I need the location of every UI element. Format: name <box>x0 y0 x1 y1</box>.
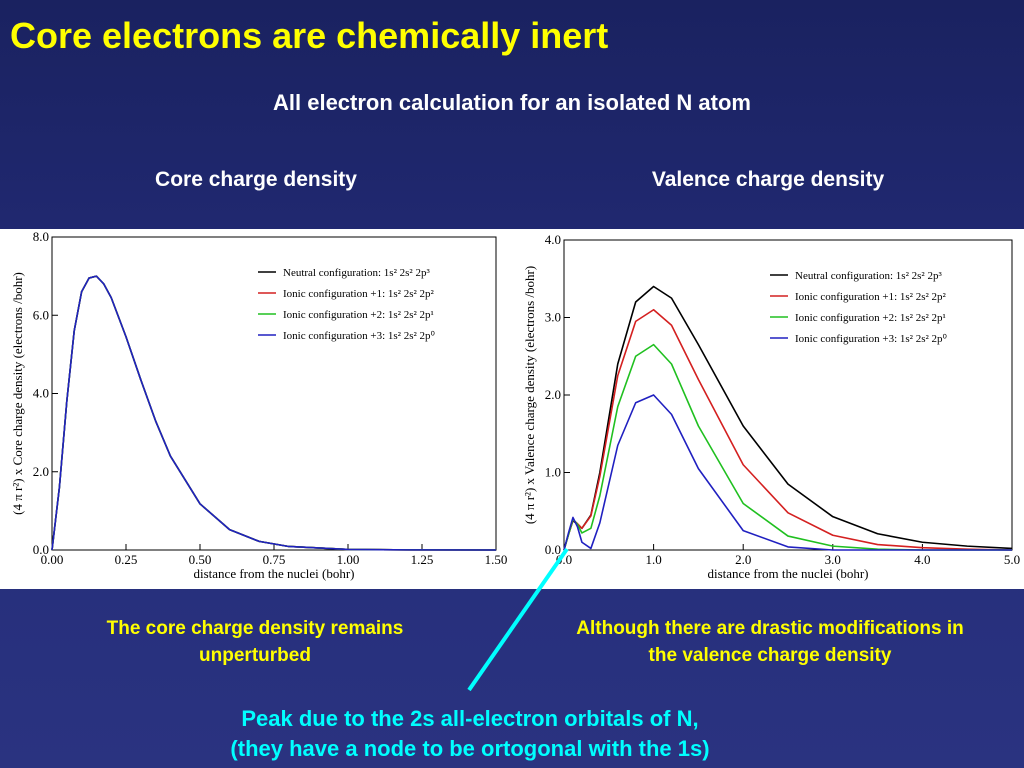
legend-entry: Ionic configuration +1: 1s² 2s² 2p² <box>795 291 947 303</box>
legend-entry: Ionic configuration +2: 1s² 2s² 2p¹ <box>795 312 946 324</box>
legend-entry: Ionic configuration +1: 1s² 2s² 2p² <box>283 288 435 300</box>
valence-density-label: Valence charge density <box>651 168 885 191</box>
peak-note-line2: (they have a node to be ortogonal with t… <box>230 736 710 761</box>
y-tick-label: 1.0 <box>545 465 561 480</box>
legend-entry: Neutral configuration: 1s² 2s² 2p³ <box>795 270 942 282</box>
legend-entry: Ionic configuration +2: 1s² 2s² 2p¹ <box>283 309 434 321</box>
series-line <box>563 308 1013 551</box>
x-axis-label: distance from the nuclei (bohr) <box>708 566 869 581</box>
peak-note-line1: Peak due to the 2s all-electron orbitals… <box>241 706 699 731</box>
plot-frame <box>51 236 497 551</box>
x-tick-label: 3.0 <box>825 552 841 567</box>
y-tick-label: 0.0 <box>33 542 49 557</box>
peak-note: Peak due to the 2s all-electron orbitals… <box>0 704 940 764</box>
slide-title: Core electrons are chemically inert <box>10 15 609 56</box>
x-tick-label: 0.75 <box>263 552 286 567</box>
core-density-chart: 0.00 0.25 0.50 0.75 1.00 1.25 1.50 0.0 2.0 4.0 6.0… <box>10 229 508 581</box>
core-note-line1: The core charge density remains <box>106 618 404 639</box>
y-tick-label: 2.0 <box>33 464 49 479</box>
y-tick-label: 2.0 <box>545 387 561 402</box>
valence-note-line1: Although there are drastic modifications… <box>576 618 964 639</box>
x-tick-label: 2.0 <box>735 552 751 567</box>
core-note-line2: unperturbed <box>199 645 311 666</box>
x-tick-label: 1.25 <box>411 552 434 567</box>
slide-subtitle: All electron calculation for an isolated… <box>273 90 751 115</box>
y-tick-label: 4.0 <box>545 232 561 247</box>
plot-area: 0.00 0.25 0.50 0.75 1.00 1.25 1.50 0.0 2.0 4.0 6.0… <box>0 229 1024 589</box>
legend-entry: Ionic configuration +3: 1s² 2s² 2p⁰ <box>795 333 948 345</box>
series-line <box>51 275 497 551</box>
plot-frame <box>563 239 1013 551</box>
y-tick-label: 3.0 <box>545 310 561 325</box>
series-line <box>563 394 1012 551</box>
x-tick-label: 0.00 <box>41 552 64 567</box>
y-tick-label: 8.0 <box>33 229 49 244</box>
legend-entry: Neutral configuration: 1s² 2s² 2p³ <box>283 267 430 279</box>
x-tick-label: 0.50 <box>189 552 212 567</box>
valence-note: Although there are drastic modifications… <box>525 615 1015 669</box>
x-tick-label: 1.50 <box>485 552 508 567</box>
x-tick-label: 5.0 <box>1004 552 1020 567</box>
core-density-label: Core charge density <box>155 168 357 191</box>
x-tick-label: 1.0 <box>645 552 661 567</box>
x-tick-label: 1.00 <box>337 552 360 567</box>
valence-density-chart: 0.0 1.0 2.0 3.0 4.0 5.00.01.02.03.04.0distanc… <box>522 232 1020 581</box>
valence-note-line2: the valence charge density <box>648 645 892 666</box>
core-note: The core charge density remains unpertur… <box>60 615 450 669</box>
x-axis-label: distance from the nuclei (bohr) <box>194 566 355 581</box>
series-line <box>563 343 1012 551</box>
y-tick-label: 4.0 <box>33 386 49 401</box>
y-tick-label: 6.0 <box>33 307 49 322</box>
series-line <box>563 285 1013 551</box>
x-tick-label: 0.25 <box>115 552 138 567</box>
x-tick-label: 4.0 <box>914 552 930 567</box>
y-axis-label: (4 π r²) x Core charge density (electron… <box>10 272 25 515</box>
legend-entry: Ionic configuration +3: 1s² 2s² 2p⁰ <box>283 330 436 342</box>
y-axis-label: (4 π r²) x Valence charge density (elect… <box>522 266 537 524</box>
y-tick-label: 0.0 <box>545 542 561 557</box>
